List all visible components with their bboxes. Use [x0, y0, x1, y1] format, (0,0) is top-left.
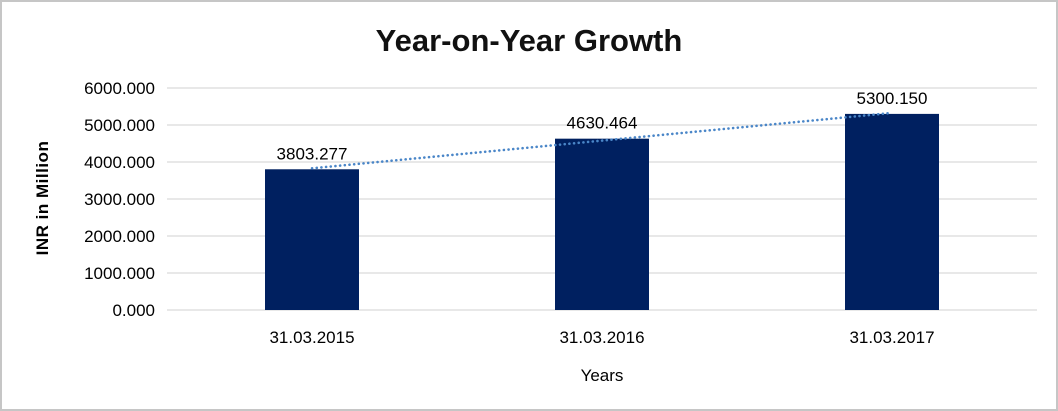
y-tick-label: 0.000: [112, 301, 155, 320]
y-tick-label: 4000.000: [84, 153, 155, 172]
trendline: [310, 111, 894, 170]
x-tick-label: 31.03.2015: [269, 328, 354, 347]
y-tick-label: 3000.000: [84, 190, 155, 209]
bar: [555, 138, 649, 310]
bar-value-label: 5300.150: [857, 89, 928, 108]
chart-title: Year-on-Year Growth: [375, 23, 683, 58]
x-tick-label: 31.03.2016: [559, 328, 644, 347]
y-tick-label: 6000.000: [84, 79, 155, 98]
y-tick-label: 5000.000: [84, 116, 155, 135]
x-tick-label: 31.03.2017: [849, 328, 934, 347]
bar: [265, 169, 359, 310]
y-tick-label: 2000.000: [84, 227, 155, 246]
y-tick-label: 1000.000: [84, 264, 155, 283]
x-axis-title: Years: [580, 366, 624, 385]
bar-value-label: 4630.464: [567, 114, 638, 133]
bar: [845, 113, 939, 311]
bar-value-label: 3803.277: [277, 144, 348, 163]
